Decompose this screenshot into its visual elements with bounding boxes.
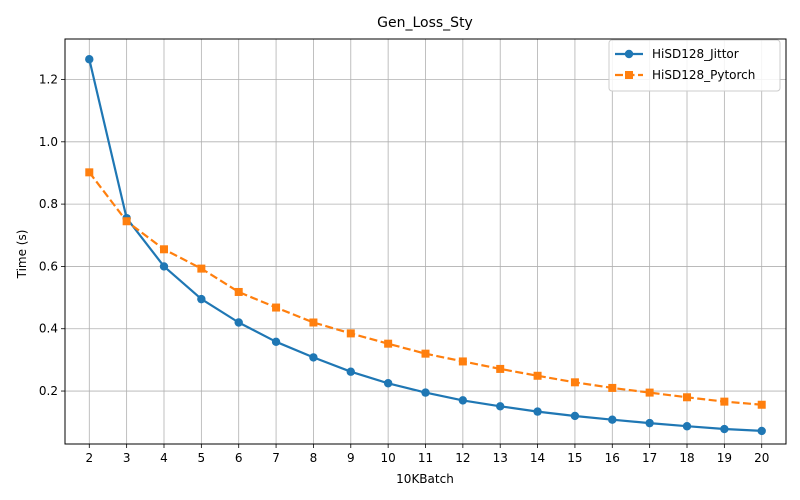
data-point [271,337,281,347]
data-point [85,168,94,177]
series-group [85,55,766,436]
data-point [757,426,766,436]
x-tick-label: 14 [530,451,545,465]
data-point [496,402,505,411]
legend-marker [625,71,633,79]
x-tick-label: 11 [418,451,433,465]
data-point [421,349,430,358]
data-point [421,388,430,397]
chart-title: Gen_Loss_Sty [377,15,473,31]
data-point [309,353,318,362]
data-point [383,379,393,388]
legend-marker [624,49,634,59]
x-tick-label: 8 [310,451,318,465]
x-tick-label: 3 [123,451,131,465]
x-tick-label: 16 [605,451,620,465]
data-point [346,329,355,338]
data-point [309,318,318,327]
legend-box [608,39,781,92]
data-point [458,396,468,405]
x-tick-label: 17 [642,451,657,465]
data-point [159,245,168,254]
data-point [720,397,729,406]
data-point [720,424,729,434]
data-point [272,303,281,312]
series-HiSD128_Jittor [85,55,766,436]
data-point [234,287,243,296]
legend-label: HiSD128_Pytorch [652,68,755,82]
data-point [608,415,617,424]
y-axis-label: Time (s) [15,230,29,280]
legend: HiSD128_Jittor HiSD128_Pytorch [608,39,781,92]
data-point [458,357,467,366]
data-point [570,378,579,387]
y-tick-label: 1.0 [39,135,58,149]
y-tick-label: 0.6 [39,259,58,273]
x-tick-label: 13 [493,451,508,465]
x-tick-label: 2 [85,451,93,465]
data-point [533,371,542,380]
x-tick-label: 6 [235,451,243,465]
data-point [197,294,206,304]
x-tick-label: 4 [160,451,168,465]
data-point [346,367,355,376]
data-point [496,364,505,373]
x-tick-label: 10 [381,451,396,465]
y-tick-label: 1.2 [39,73,58,87]
x-tick-label: 20 [754,451,769,465]
data-point [122,217,131,226]
data-point [608,383,617,392]
y-tick-label: 0.8 [39,197,58,211]
x-tick-label: 7 [272,451,280,465]
data-point [159,262,169,271]
data-point [645,388,654,397]
data-point [384,339,393,348]
y-tick-label: 0.2 [39,384,58,398]
y-tick-label: 0.4 [39,322,58,336]
x-tick-label: 18 [679,451,694,465]
data-point [197,264,206,273]
legend-label: HiSD128_Jittor [652,47,739,61]
data-point [570,411,580,421]
data-point [234,318,243,327]
data-point [533,407,542,416]
series-HiSD128_Pytorch [85,168,766,409]
data-point [683,393,692,402]
x-tick-label: 12 [455,451,470,465]
x-tick-label: 15 [567,451,582,465]
data-point [682,422,692,431]
data-point [85,55,94,64]
x-tick-label: 19 [717,451,732,465]
x-tick-label: 9 [347,451,355,465]
x-axis-label: 10KBatch [396,472,454,486]
data-point [645,418,654,428]
ticks: 2 3 4 5 6 7 8 9 10 11 12 13 14 15 16 17 18 19 20 0.2 0.4 0.6 0… [39,73,769,466]
grid [65,39,786,444]
x-tick-label: 5 [198,451,206,465]
data-point [757,400,766,409]
